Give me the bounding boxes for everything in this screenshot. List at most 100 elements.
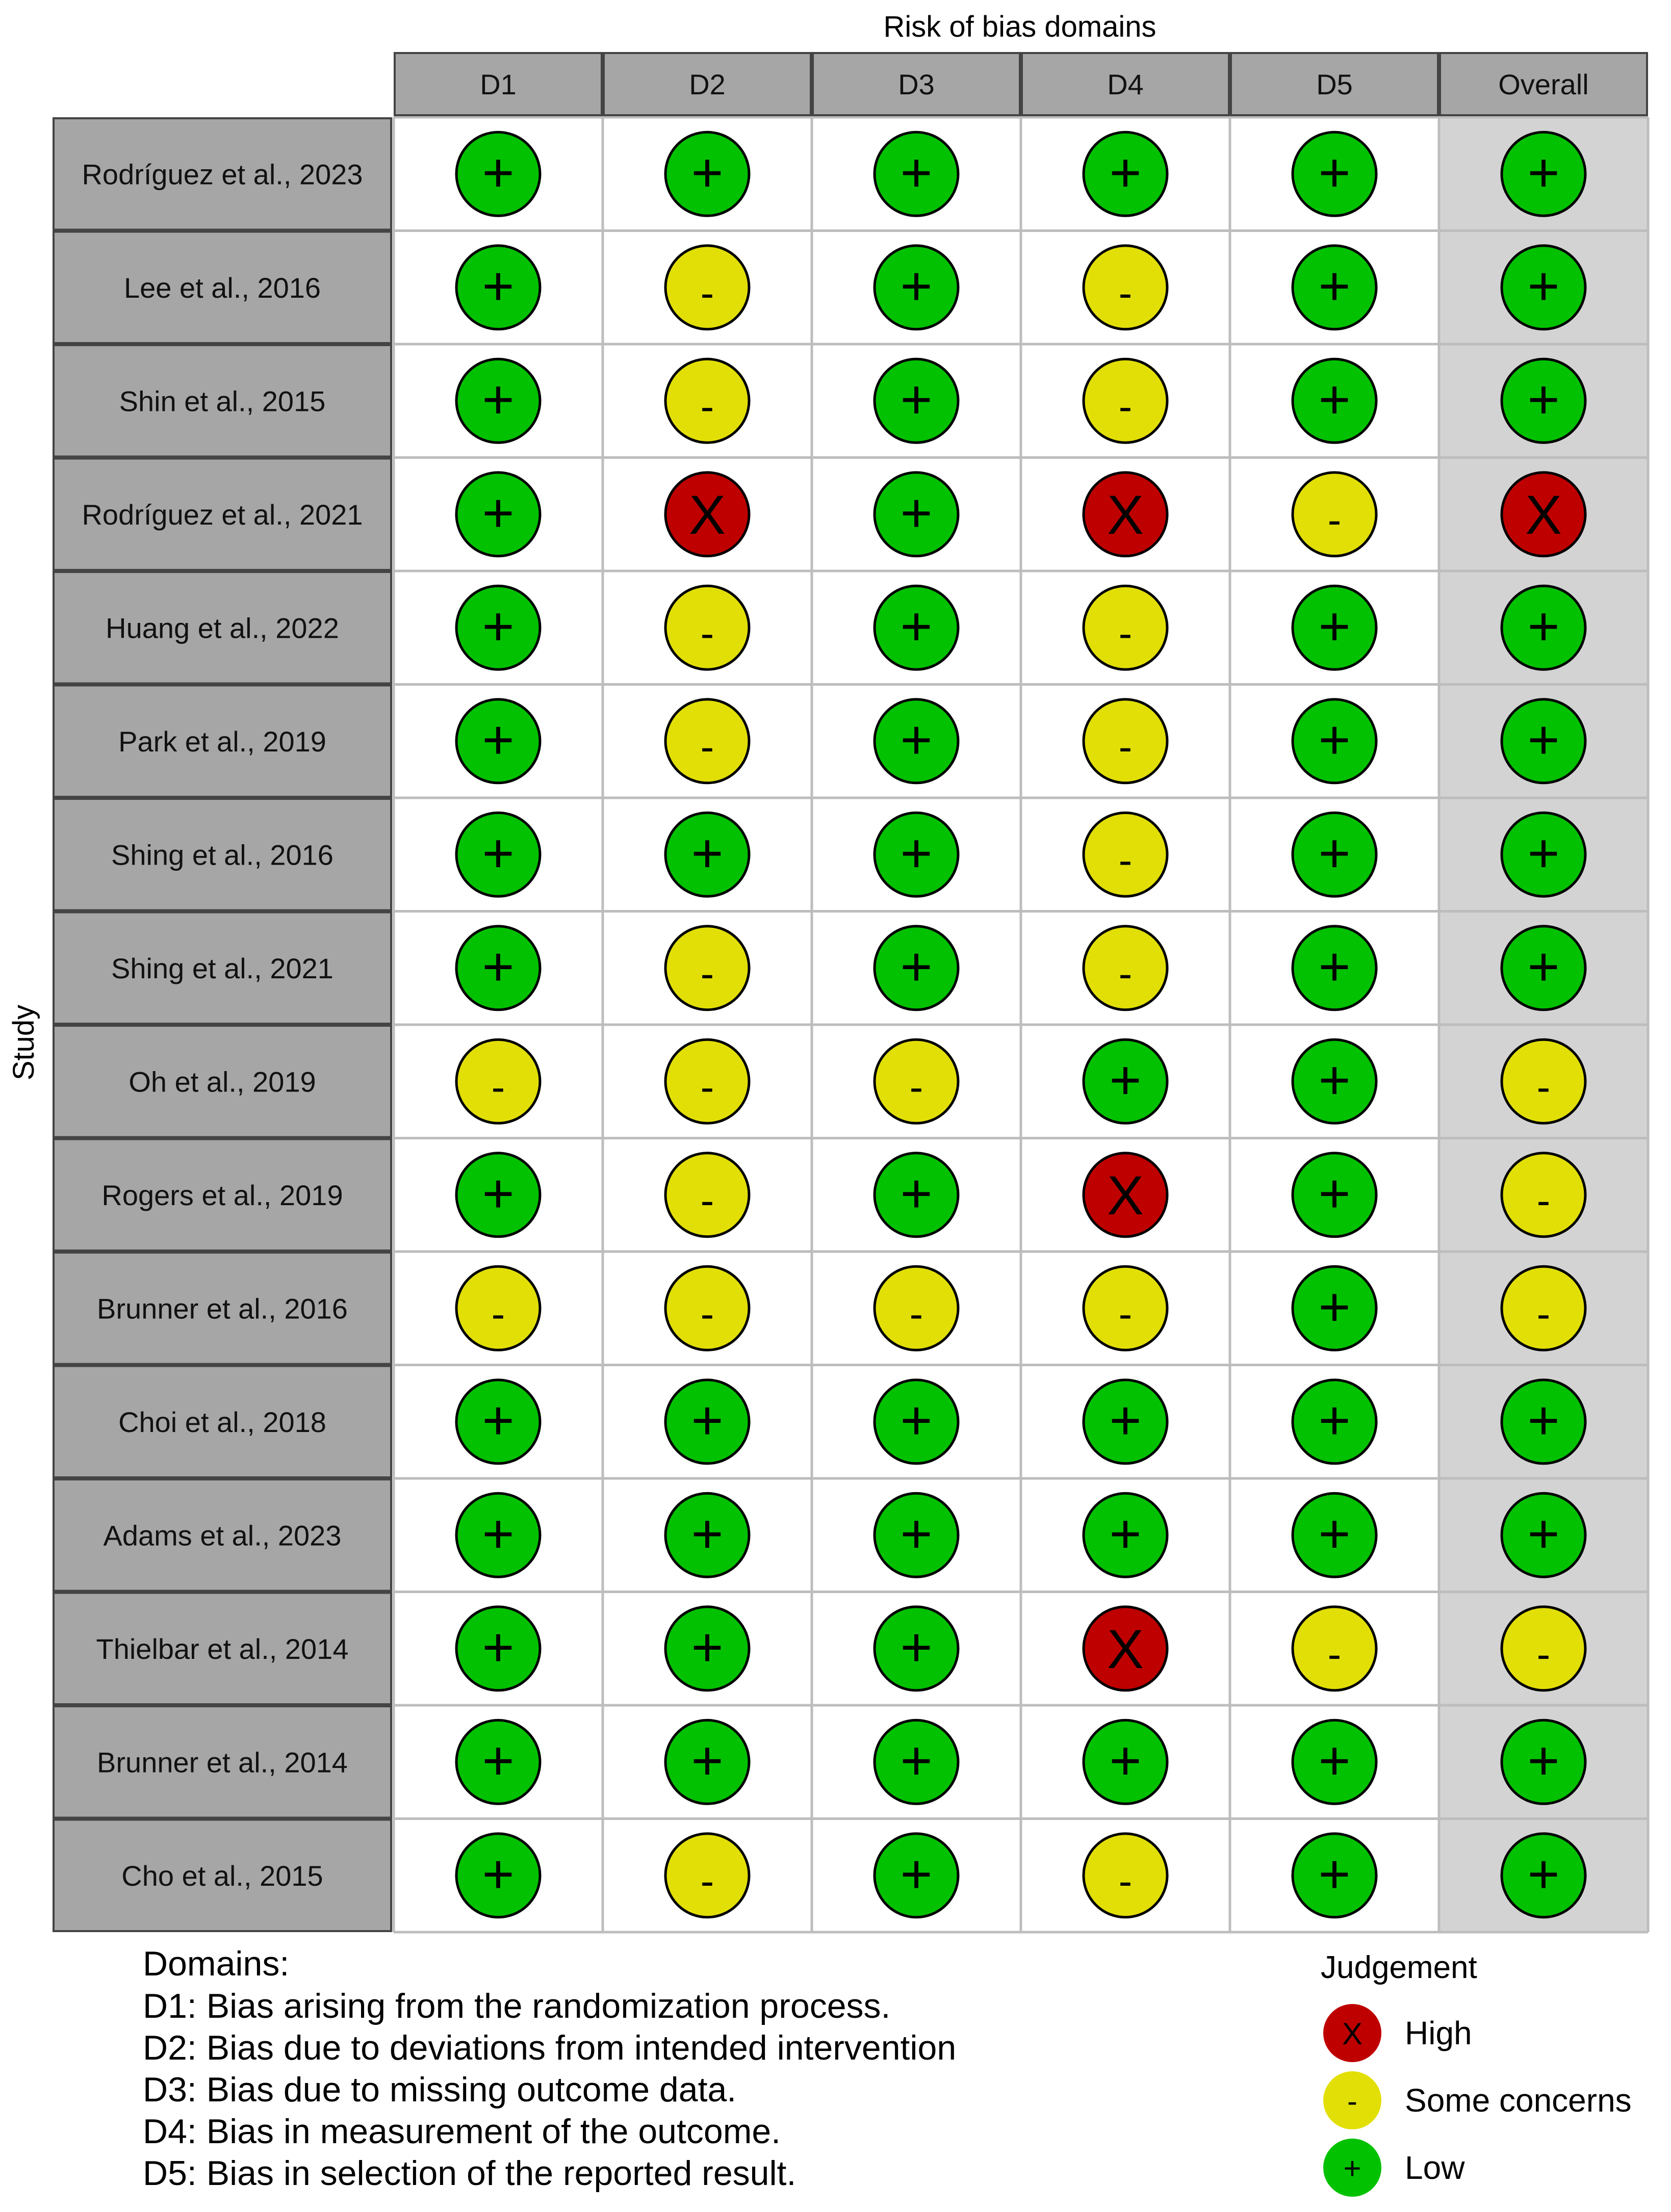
y-axis-label: Study [7,1005,40,1080]
judgement-circle [1500,357,1587,444]
judgement-low: + [1291,244,1378,331]
judgement-symbol: + [1318,822,1350,883]
judgement-circle [455,471,542,558]
judgement-symbol: + [482,1502,514,1564]
judgement-symbol: - [701,1064,714,1109]
judgement-symbol: + [691,1389,723,1451]
judgement-circle [455,1152,542,1238]
judgement-circle [1291,1605,1378,1692]
legend-swatch [1323,2071,1381,2129]
judgement-circle [1500,1605,1587,1692]
judgement-low: + [873,584,960,671]
judgement-circle [1291,584,1378,671]
judgement-circle [664,1832,751,1919]
judgement-circle [1500,811,1587,898]
judgement-symbol: + [1318,368,1350,430]
study-row-7 [53,911,392,1025]
study-label: Rodríguez et al., 2023 [82,158,363,190]
judgement-circle [873,584,960,671]
judgement-low: + [1291,925,1378,1011]
judgement-low: + [455,357,542,444]
judgement-circle [873,1265,960,1351]
judgement-symbol: + [1527,935,1559,997]
legend-label: Low [1405,2149,1465,2186]
legend-title: Judgement [1321,1950,1477,1985]
judgement-symbol: + [1527,709,1559,770]
study-row-4 [53,571,392,685]
judgement-low: + [873,925,960,1011]
study-label: Thielbar et al., 2014 [96,1633,349,1665]
study-row-11 [53,1365,392,1478]
study-label: Choi et al., 2018 [118,1406,326,1438]
judgement-symbol: - [1119,383,1133,429]
judgement-symbol: + [482,368,514,430]
legend-item-high: X High [1323,2004,1472,2062]
judgement-symbol: + [1318,1502,1350,1564]
study-label: Shing et al., 2016 [111,839,333,871]
judgement-symbol: + [900,1843,932,1905]
judgement-symbol: + [1109,1389,1141,1451]
column-header-d1 [394,52,603,116]
judgement-some-concerns: - [1291,471,1378,558]
judgement-low: + [1291,584,1378,671]
study-row-9 [53,1138,392,1252]
column-header-label: D4 [1107,68,1144,100]
study-row-3 [53,457,392,571]
judgement-some-concerns: - [1082,811,1169,898]
judgement-low: + [1082,1492,1169,1578]
judgement-circle [1291,811,1378,898]
study-label: Adams et al., 2023 [104,1519,342,1551]
judgement-symbol: + [1527,255,1559,317]
judgement-low: + [664,811,751,898]
judgement-circle [1082,925,1169,1011]
judgement-some-concerns: - [664,698,751,785]
judgement-symbol: - [910,1064,923,1109]
judgement-circle [1082,1492,1169,1578]
judgement-low: + [1291,1492,1378,1578]
judgement-symbol: + [1527,368,1559,430]
judgement-low: + [1291,1378,1378,1465]
judgement-some-concerns: - [1500,1605,1587,1692]
judgement-symbol: + [482,141,514,203]
judgement-low: + [455,1492,542,1578]
judgement-symbol: - [492,1291,505,1336]
judgement-some-concerns: - [664,357,751,444]
judgement-low: + [455,131,542,217]
legend-swatch [1323,2139,1381,2197]
study-row-15 [53,1818,392,1932]
judgement-circle [664,1492,751,1578]
judgement-symbol: + [1318,709,1350,770]
judgement-low: + [873,698,960,785]
judgement-circle [1082,1832,1169,1919]
chart-title: Risk of bias domains [883,10,1156,43]
judgement-symbol: + [900,822,932,883]
judgement-symbol: - [1328,1631,1342,1677]
judgement-circle [1291,925,1378,1011]
judgement-some-concerns: - [1082,925,1169,1011]
judgement-low: + [1291,1152,1378,1238]
domain-description: D1: Bias arising from the randomization … [143,1987,890,2025]
study-label: Oh et al., 2019 [128,1065,316,1098]
legend-symbol: - [1347,2084,1357,2118]
study-row-6 [53,798,392,912]
legend-label: Some concerns [1405,2082,1632,2119]
judgement-circle [1291,1492,1378,1578]
judgement-circle [455,244,542,331]
judgement-some-concerns: - [1291,1605,1378,1692]
judgement-low: + [1291,1265,1378,1351]
judgement-symbol: + [1318,255,1350,317]
study-row-1 [53,230,392,344]
judgement-some-concerns: - [664,925,751,1011]
study-row-12 [53,1478,392,1592]
judgement-low: + [873,244,960,331]
column-header-label: D1 [480,68,517,100]
column-header-label: Overall [1498,68,1588,100]
judgement-symbol: + [900,1616,932,1678]
judgement-some-concerns: - [664,1265,751,1351]
judgement-circle [1082,1152,1169,1238]
study-row-5 [53,684,392,798]
judgement-circle [664,584,751,671]
column-header-label: D2 [689,68,726,100]
study-label: Cho et al., 2015 [121,1860,323,1892]
judgement-low: + [455,244,542,331]
